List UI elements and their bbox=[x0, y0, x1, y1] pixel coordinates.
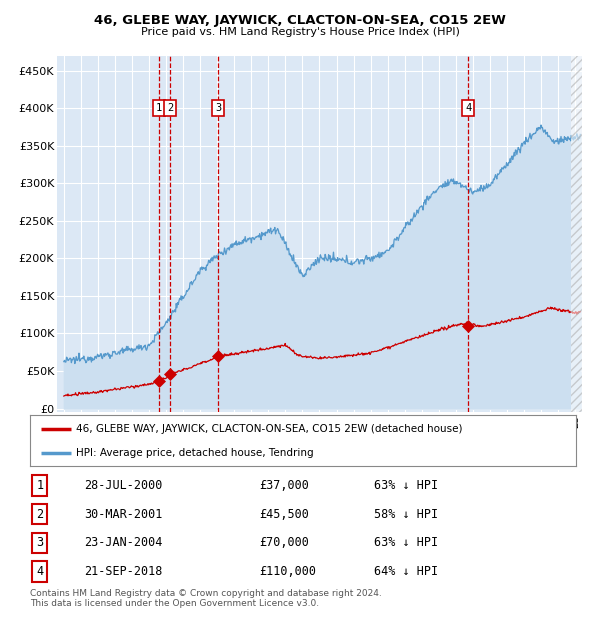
Text: 28-JUL-2000: 28-JUL-2000 bbox=[85, 479, 163, 492]
Text: 63% ↓ HPI: 63% ↓ HPI bbox=[374, 479, 438, 492]
Text: 64% ↓ HPI: 64% ↓ HPI bbox=[374, 565, 438, 578]
Text: £45,500: £45,500 bbox=[259, 508, 309, 521]
Text: 46, GLEBE WAY, JAYWICK, CLACTON-ON-SEA, CO15 2EW (detached house): 46, GLEBE WAY, JAYWICK, CLACTON-ON-SEA, … bbox=[76, 424, 463, 434]
Text: Contains HM Land Registry data © Crown copyright and database right 2024.
This d: Contains HM Land Registry data © Crown c… bbox=[30, 589, 382, 608]
Text: 1: 1 bbox=[36, 479, 43, 492]
Text: 23-JAN-2004: 23-JAN-2004 bbox=[85, 536, 163, 549]
Text: 21-SEP-2018: 21-SEP-2018 bbox=[85, 565, 163, 578]
Text: 3: 3 bbox=[36, 536, 43, 549]
Text: Price paid vs. HM Land Registry's House Price Index (HPI): Price paid vs. HM Land Registry's House … bbox=[140, 27, 460, 37]
Text: £37,000: £37,000 bbox=[259, 479, 309, 492]
Text: 1: 1 bbox=[155, 104, 162, 113]
Text: HPI: Average price, detached house, Tendring: HPI: Average price, detached house, Tend… bbox=[76, 448, 314, 458]
Text: 2: 2 bbox=[167, 104, 173, 113]
Text: 46, GLEBE WAY, JAYWICK, CLACTON-ON-SEA, CO15 2EW: 46, GLEBE WAY, JAYWICK, CLACTON-ON-SEA, … bbox=[94, 14, 506, 27]
Text: 30-MAR-2001: 30-MAR-2001 bbox=[85, 508, 163, 521]
Text: 4: 4 bbox=[36, 565, 43, 578]
Text: 63% ↓ HPI: 63% ↓ HPI bbox=[374, 536, 438, 549]
Text: 2: 2 bbox=[36, 508, 43, 521]
Text: 58% ↓ HPI: 58% ↓ HPI bbox=[374, 508, 438, 521]
Text: £70,000: £70,000 bbox=[259, 536, 309, 549]
Text: 4: 4 bbox=[465, 104, 471, 113]
Text: 3: 3 bbox=[215, 104, 221, 113]
Text: £110,000: £110,000 bbox=[259, 565, 316, 578]
